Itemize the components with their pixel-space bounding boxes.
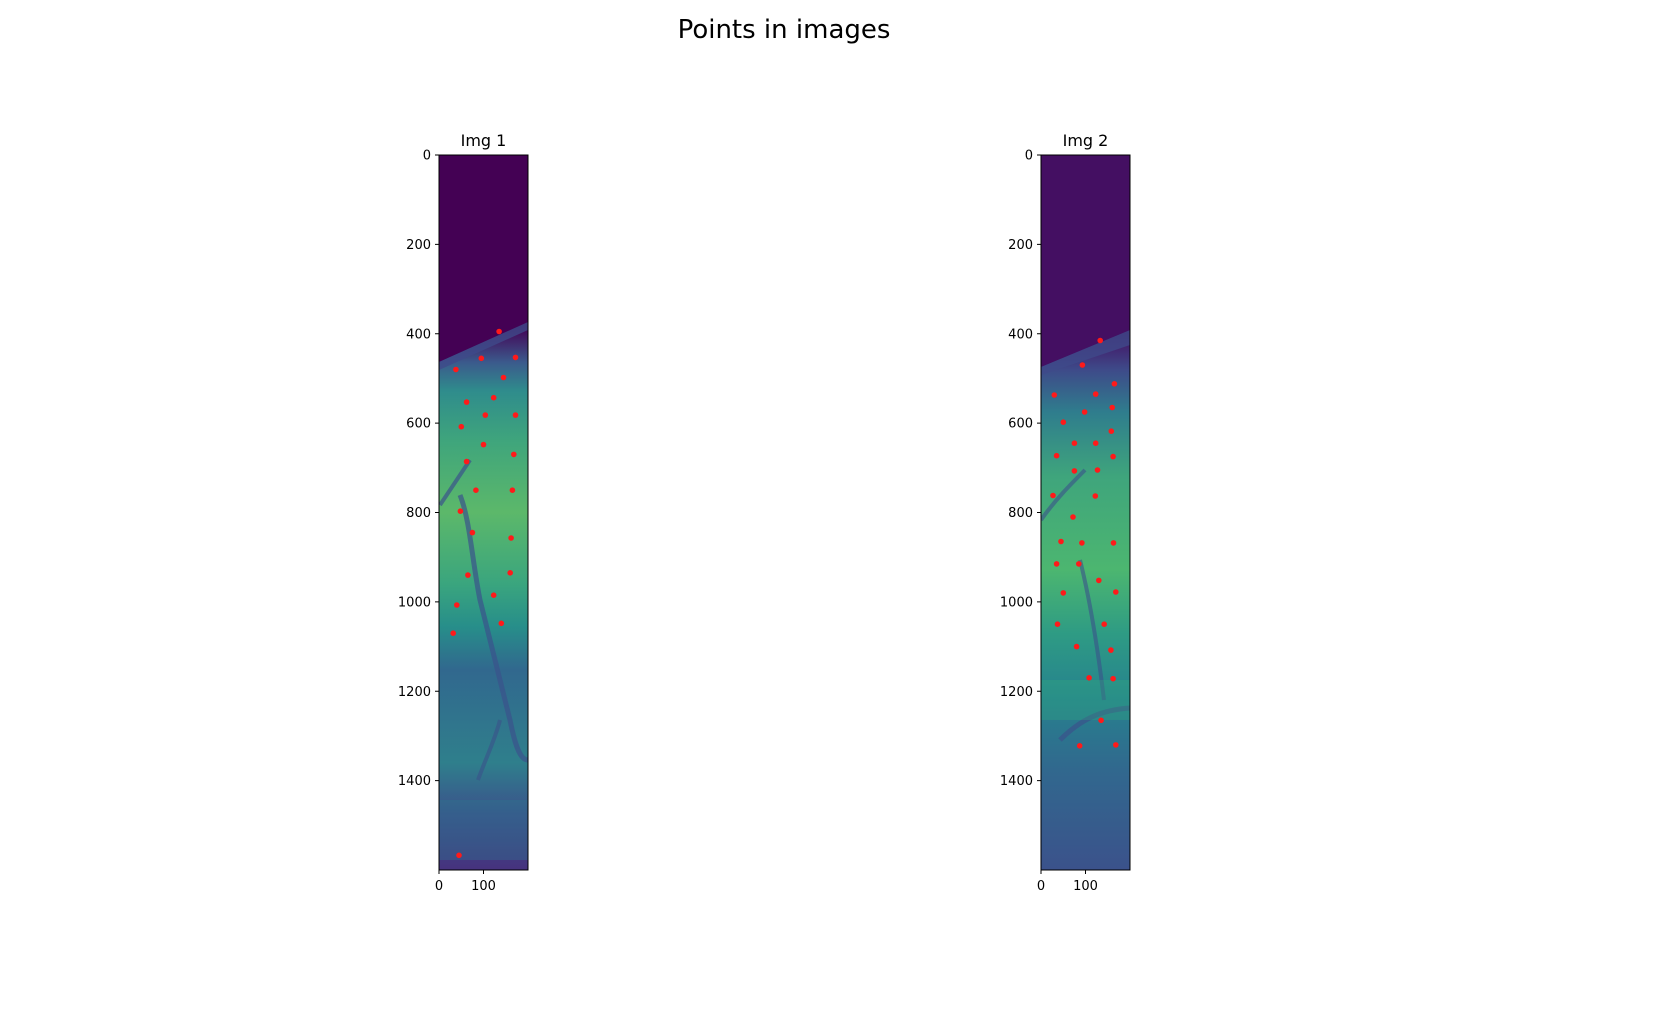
img-2-point-19 xyxy=(1058,538,1064,545)
img-2-x-axis: 0 100 xyxy=(1037,870,1098,894)
img-1-point-14 xyxy=(473,487,479,494)
img-1-x-axis: 0 100 xyxy=(435,870,496,894)
img-1-point-22 xyxy=(454,602,460,608)
y-tick-label: 1000 xyxy=(398,595,431,610)
img-2-point-15 xyxy=(1094,467,1101,473)
img-2-point-13 xyxy=(1110,453,1116,460)
img-2-point-23 xyxy=(1076,561,1082,567)
img-1-point-11 xyxy=(480,441,487,448)
y-tick-label: 800 xyxy=(406,506,431,521)
img-1-point-8 xyxy=(482,412,489,418)
figure-title: Points in images xyxy=(678,15,891,45)
img-2-point-24 xyxy=(1096,577,1102,584)
img-1-point-1 xyxy=(496,328,502,335)
img-2-point-31 xyxy=(1086,675,1092,681)
img-2-point-34 xyxy=(1076,743,1083,749)
img-1-point-3 xyxy=(478,355,485,362)
img-2-point-35 xyxy=(1113,742,1119,748)
img-1-point-23 xyxy=(498,620,505,627)
img-1-point-12 xyxy=(511,451,517,458)
img-1-point-13 xyxy=(463,458,470,465)
y-tick-label: 0 xyxy=(1025,149,1033,164)
img-1-point-4 xyxy=(512,354,519,361)
img-1-point-9 xyxy=(512,412,519,418)
x-tick-label: 0 xyxy=(435,879,443,894)
img-2-point-6 xyxy=(1109,404,1115,411)
img-2-point-14 xyxy=(1071,468,1078,474)
y-tick-label: 400 xyxy=(1008,327,1033,342)
img-2-point-25 xyxy=(1060,590,1067,596)
img-1-point-16 xyxy=(457,508,464,514)
y-tick-label: 800 xyxy=(1008,506,1033,521)
img-1-title: Img 1 xyxy=(461,131,507,150)
img-1-point-15 xyxy=(509,487,516,494)
img-2-point-7 xyxy=(1081,409,1088,415)
img-2-point-17 xyxy=(1092,493,1099,499)
img-2-point-1 xyxy=(1097,337,1103,344)
img-2-point-9 xyxy=(1108,428,1115,435)
img-1-point-7 xyxy=(463,399,470,405)
y-tick-label: 1400 xyxy=(398,774,431,789)
img-2-point-2 xyxy=(1079,362,1086,368)
img-1-point-2 xyxy=(453,366,459,373)
img-2-point-11 xyxy=(1092,440,1099,447)
img-2-point-16 xyxy=(1050,492,1056,499)
img-2-point-20 xyxy=(1079,540,1085,546)
img-2-point-5 xyxy=(1092,391,1099,397)
img-2-image xyxy=(1041,155,1130,870)
y-tick-label: 0 xyxy=(423,149,431,164)
img-1-point-10 xyxy=(458,423,465,430)
img-1-point-18 xyxy=(508,535,514,541)
img-2-point-21 xyxy=(1110,540,1117,546)
y-tick-label: 1200 xyxy=(1000,685,1033,700)
img-2-y-axis: 0 200 400 600 800 1000 1200 1400 xyxy=(1000,149,1041,789)
img-2-point-18 xyxy=(1070,514,1076,520)
img-1-point-21 xyxy=(490,592,497,598)
y-tick-label: 1000 xyxy=(1000,595,1033,610)
y-tick-label: 200 xyxy=(406,238,431,253)
img-2-point-22 xyxy=(1053,561,1060,567)
img-2-point-27 xyxy=(1054,621,1061,627)
img-2-point-4 xyxy=(1051,392,1058,398)
img-1-point-6 xyxy=(490,394,497,401)
img-1-image xyxy=(439,155,528,870)
img-1-point-5 xyxy=(500,374,507,381)
img-2-point-29 xyxy=(1073,643,1080,650)
x-tick-label: 100 xyxy=(471,879,496,894)
img-1-point-20 xyxy=(507,570,513,576)
y-tick-label: 400 xyxy=(406,327,431,342)
img-1-point-19 xyxy=(465,572,471,578)
y-tick-label: 1400 xyxy=(1000,774,1033,789)
img-2-point-8 xyxy=(1060,419,1067,426)
img-1-point-17 xyxy=(469,529,476,536)
img-2-point-28 xyxy=(1101,621,1107,627)
img-2-point-30 xyxy=(1108,647,1114,653)
y-tick-label: 1200 xyxy=(398,685,431,700)
img-2-point-26 xyxy=(1113,589,1119,595)
img-2-points xyxy=(1050,337,1119,749)
y-tick-label: 600 xyxy=(406,417,431,432)
img-2-point-12 xyxy=(1053,452,1060,459)
y-tick-label: 600 xyxy=(1008,417,1033,432)
img-2-point-32 xyxy=(1110,675,1116,682)
y-tick-label: 200 xyxy=(1008,238,1033,253)
img-1-y-axis: 0 200 400 600 800 1000 1200 1400 xyxy=(398,149,439,789)
img-1-point-24 xyxy=(450,630,457,636)
img-2-point-33 xyxy=(1098,717,1104,724)
x-tick-label: 0 xyxy=(1037,879,1045,894)
img-2-point-10 xyxy=(1071,440,1078,447)
img-1-panel: Img 1 0 200 400 600 800 1000 1200 1400 0 100 xyxy=(398,131,529,894)
img-2-point-3 xyxy=(1111,381,1118,387)
img-1-point-25 xyxy=(456,852,462,859)
img-2-panel: Img 2 0 200 400 600 800 1000 1200 1400 0 100 xyxy=(1000,131,1131,894)
img-2-title: Img 2 xyxy=(1063,131,1109,150)
img-1-points xyxy=(450,328,519,859)
x-tick-label: 100 xyxy=(1073,879,1098,894)
